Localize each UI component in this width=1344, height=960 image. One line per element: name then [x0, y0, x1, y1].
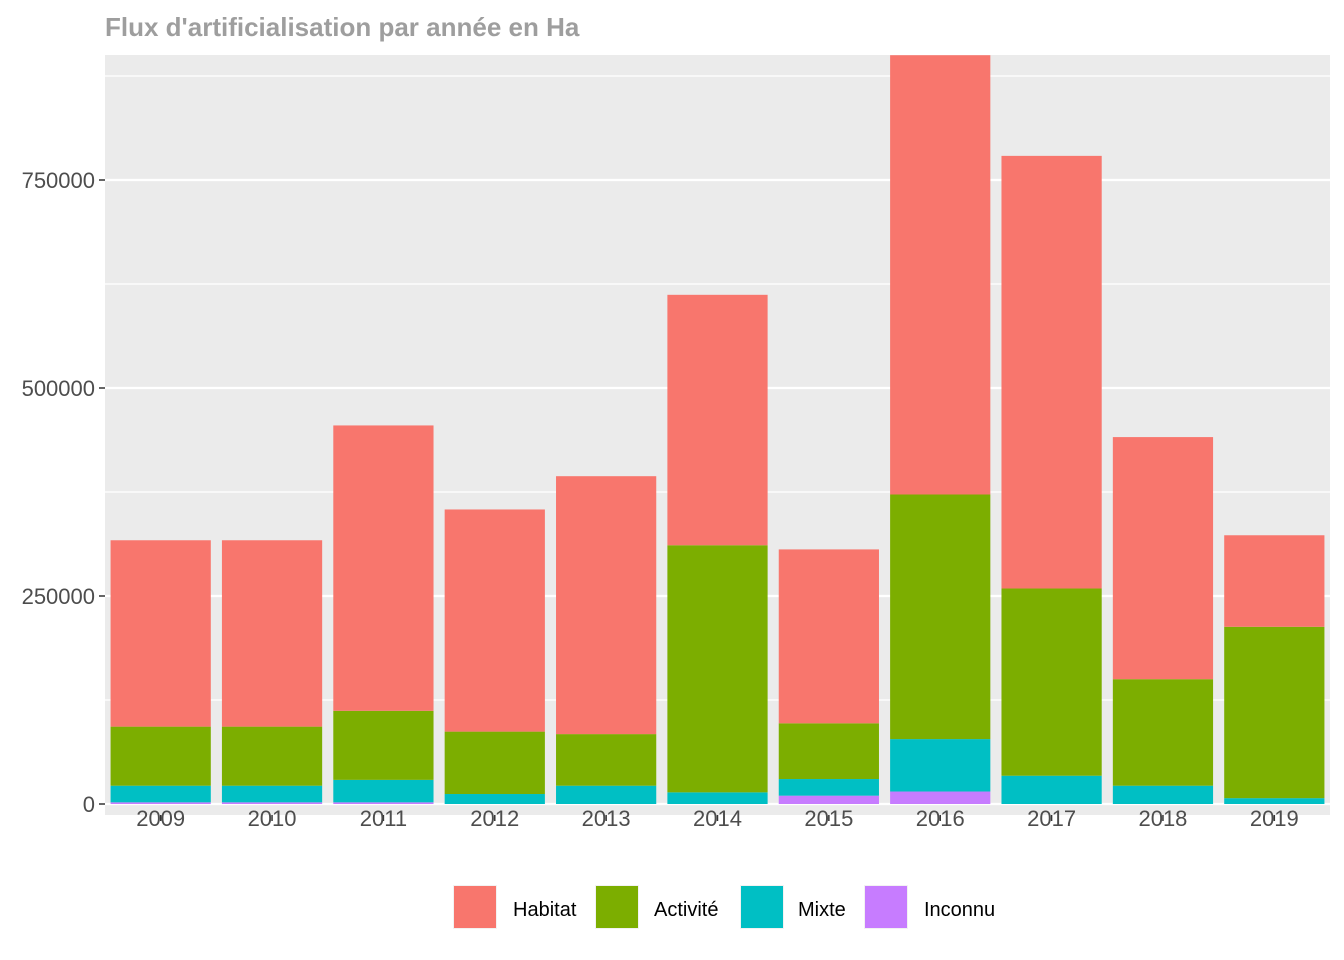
bar-2016-habitat	[890, 55, 991, 495]
legend-key-activité	[596, 886, 638, 928]
bars	[110, 55, 1325, 804]
x-tick-label: 2009	[136, 806, 185, 831]
legend: Habitat Activité Mixte Inconnu	[453, 885, 995, 929]
bar-2013-mixte	[556, 785, 657, 804]
x-tick-label: 2015	[804, 806, 853, 831]
bar-2009-activité	[110, 726, 211, 786]
legend-label-habitat: Habitat	[513, 899, 577, 921]
x-tick-label: 2017	[1027, 806, 1076, 831]
bar-2015-activité	[778, 723, 879, 780]
x-tick-label: 2013	[582, 806, 631, 831]
bar-2009-habitat	[110, 540, 211, 727]
bar-2014-habitat	[667, 294, 768, 546]
bar-2011-activité	[333, 710, 434, 780]
bar-2010-activité	[221, 726, 323, 786]
bar-2019-habitat	[1224, 535, 1325, 627]
bar-2011-habitat	[333, 425, 434, 711]
bar-2012-mixte	[444, 794, 545, 804]
bar-2010-inconnu	[221, 802, 323, 804]
bar-2018-mixte	[1112, 785, 1214, 804]
bar-2015-habitat	[778, 549, 879, 724]
x-axis: 2009 2010 2011 2012 2013 2014 2015 2016 2017 2018…	[136, 806, 1299, 831]
bar-2014-mixte	[667, 792, 768, 804]
bar-2018-activité	[1112, 679, 1214, 786]
bar-2016-mixte	[890, 739, 991, 792]
legend-label-inconnu: Inconnu	[924, 899, 995, 921]
bar-2019-mixte	[1224, 798, 1325, 804]
x-tick-label: 2014	[693, 806, 742, 831]
bar-2011-inconnu	[333, 802, 434, 804]
bar-2011-mixte	[333, 779, 434, 803]
bar-2017-activité	[1001, 588, 1102, 776]
bar-2012-habitat	[444, 509, 545, 732]
bar-2010-habitat	[221, 540, 323, 727]
x-tick-label: 2012	[470, 806, 519, 831]
bar-2015-mixte	[778, 779, 879, 796]
bar-2009-mixte	[110, 785, 211, 803]
bar-2016-activité	[890, 494, 991, 740]
x-tick-label: 2018	[1138, 806, 1187, 831]
x-tick-label: 2010	[248, 806, 297, 831]
bar-2018-habitat	[1112, 437, 1214, 680]
legend-key-mixte	[741, 886, 783, 928]
bar-2017-habitat	[1001, 155, 1102, 589]
bar-2012-activité	[444, 731, 545, 795]
bar-2014-activité	[667, 545, 768, 793]
bar-2019-activité	[1224, 626, 1325, 799]
y-tick-label: 0	[83, 792, 95, 817]
bar-2015-inconnu	[778, 795, 879, 804]
y-tick-label: 250000	[22, 584, 95, 609]
x-tick-label: 2011	[360, 806, 407, 831]
x-tick-label: 2019	[1250, 806, 1299, 831]
chart-title: Flux d'artificialisation par année en Ha	[105, 12, 580, 42]
y-tick-label: 750000	[22, 168, 95, 193]
bar-2010-mixte	[221, 785, 323, 803]
bar-2009-inconnu	[110, 802, 211, 804]
bar-2013-habitat	[556, 476, 657, 735]
x-tick-label: 2016	[916, 806, 965, 831]
bar-2017-mixte	[1001, 775, 1102, 804]
bar-2016-inconnu	[890, 791, 991, 804]
legend-key-habitat	[454, 886, 496, 928]
y-axis: 0 250000 500000 750000	[22, 168, 105, 817]
legend-label-mixte: Mixte	[798, 899, 846, 921]
y-tick-label: 500000	[22, 376, 95, 401]
legend-key-inconnu	[865, 886, 907, 928]
bar-2013-activité	[556, 734, 657, 786]
legend-label-activité: Activité	[654, 899, 718, 921]
